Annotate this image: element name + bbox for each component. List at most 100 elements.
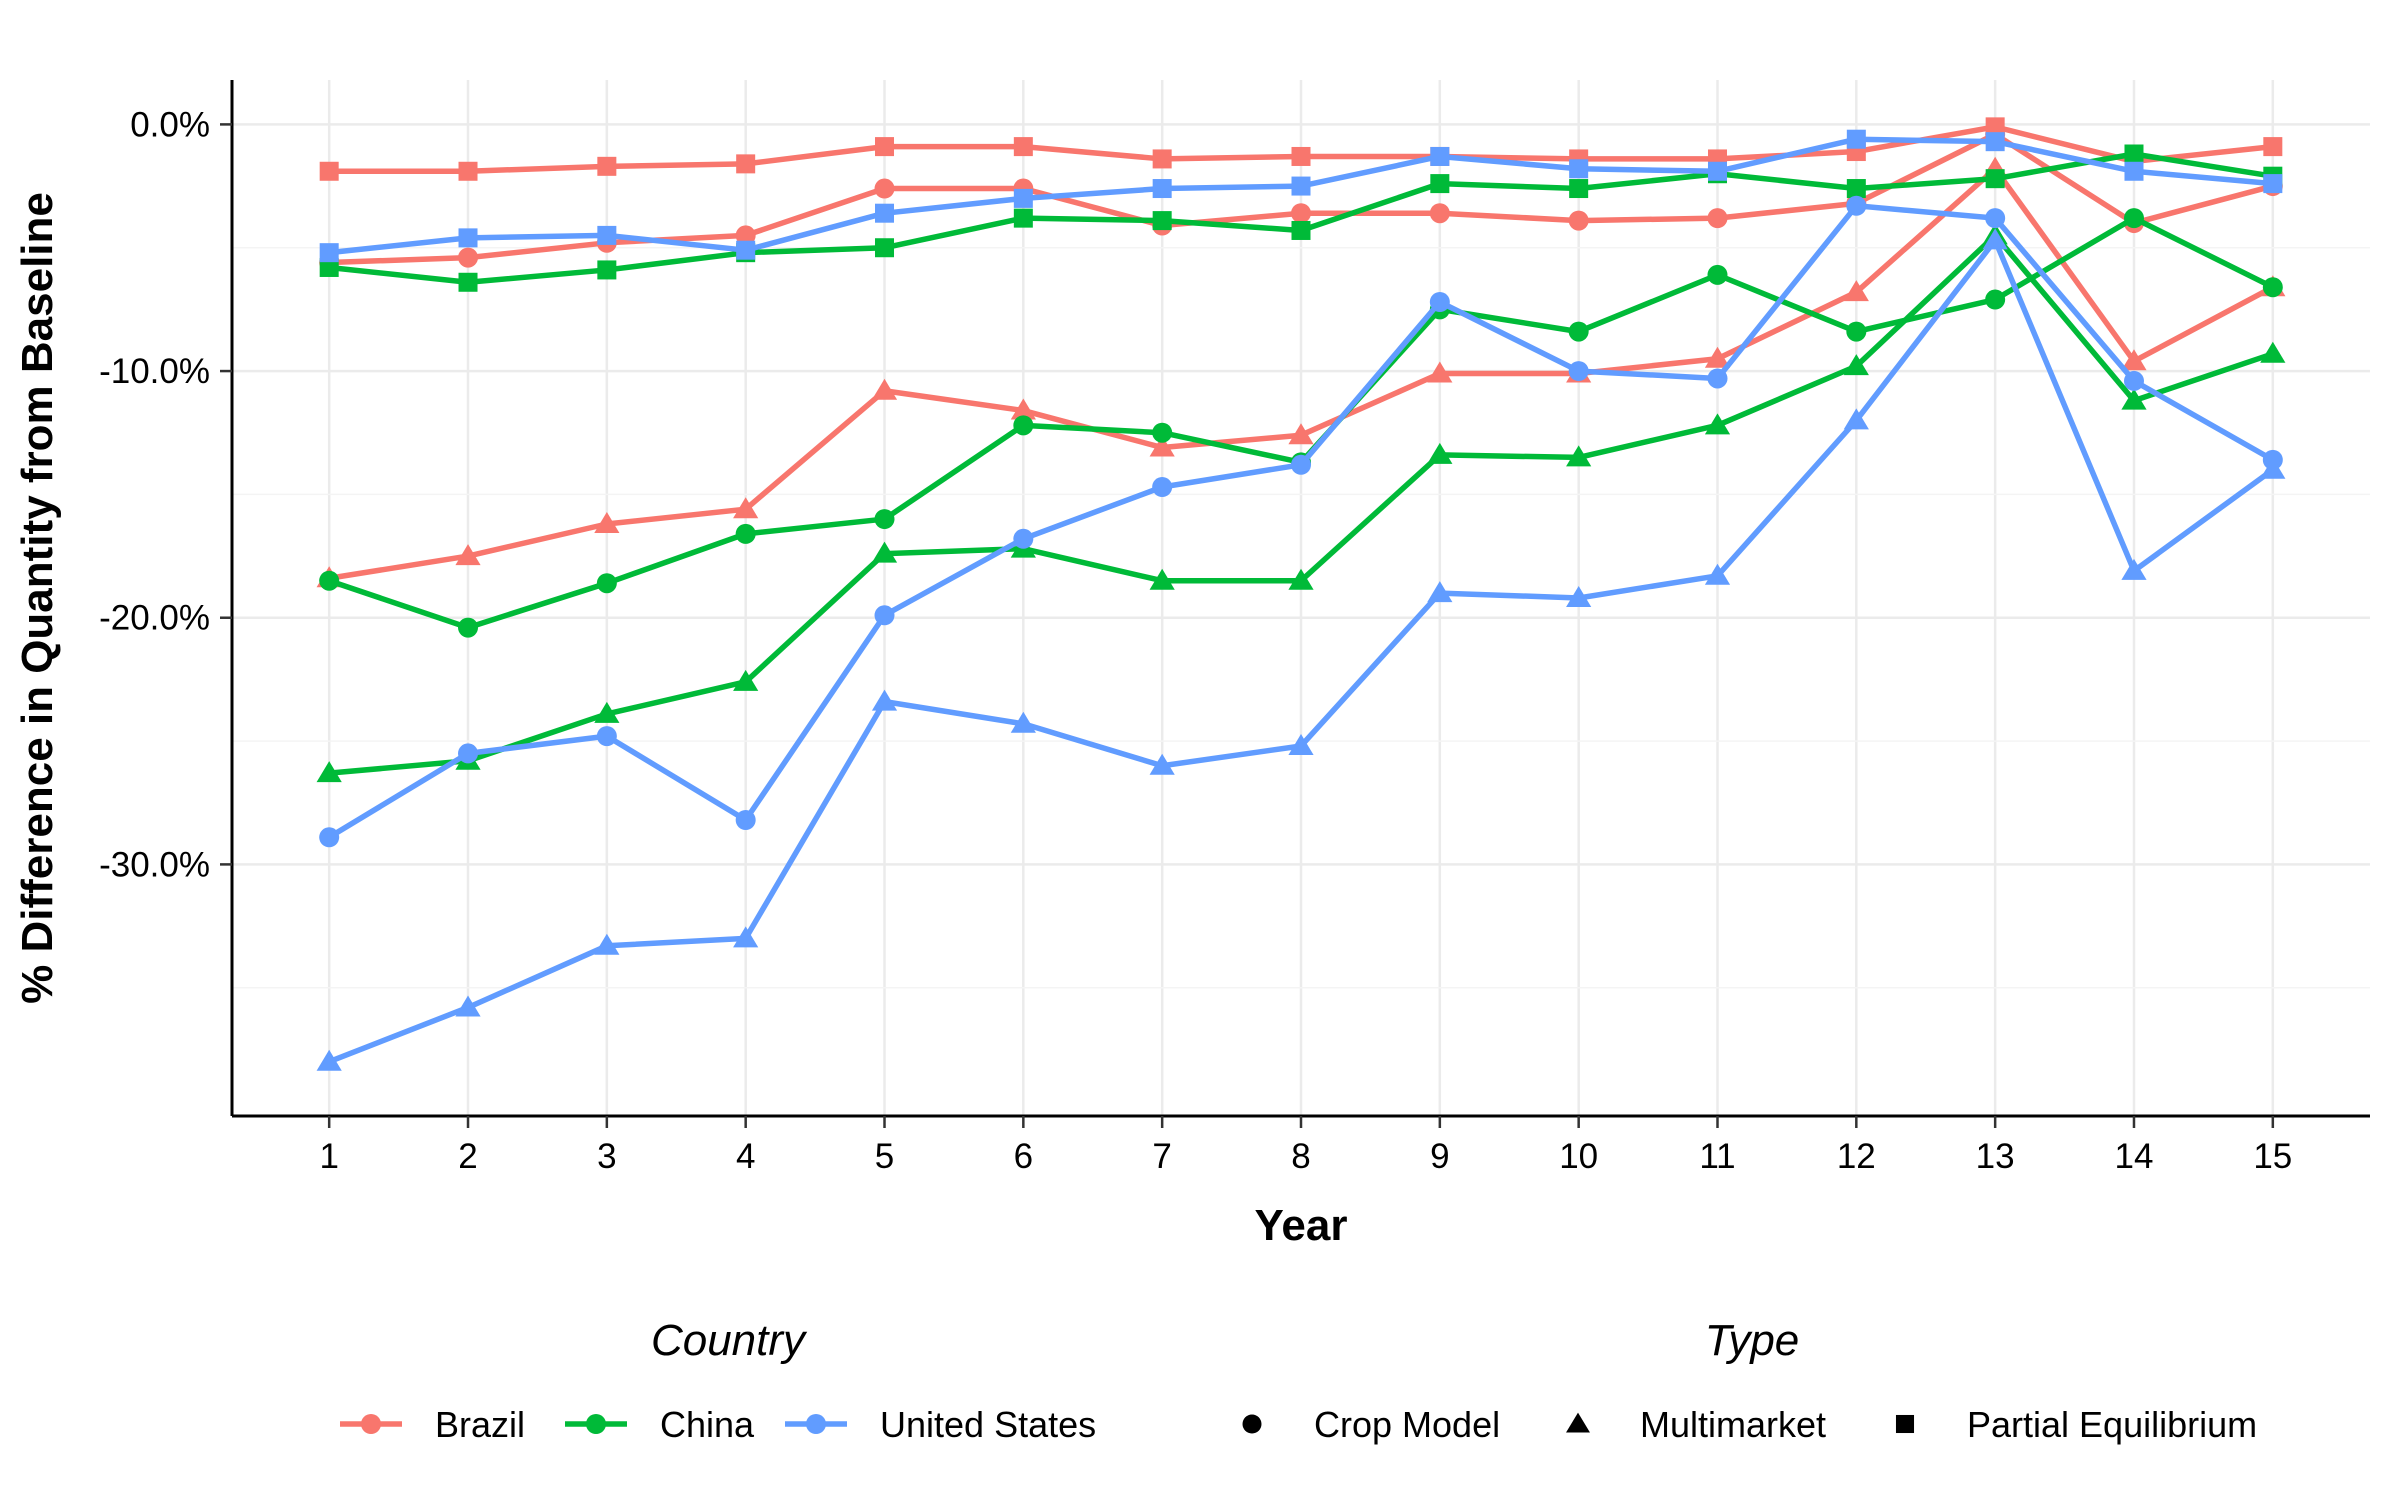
data-point-brazil-partial-equilibrium (1985, 117, 2005, 137)
data-point-china-multimarket (2260, 341, 2286, 363)
data-point-china-crop-model (874, 509, 895, 530)
data-point-united-states-multimarket (1982, 228, 2008, 250)
data-point-china-crop-model (1707, 264, 1728, 285)
x-tick-label: 1 (319, 1137, 338, 1176)
data-point-brazil-partial-equilibrium (458, 161, 478, 181)
data-point-brazil-multimarket (1704, 346, 1731, 368)
data-point-united-states-crop-model (1013, 528, 1034, 549)
legend-swatch-marker (806, 1414, 826, 1434)
data-point-brazil-multimarket (871, 378, 898, 400)
data-point-united-states-multimarket (2260, 457, 2286, 479)
legend-item-china: China (565, 1404, 755, 1445)
x-tick-label: 13 (1976, 1137, 2015, 1176)
data-point-china-multimarket (1704, 413, 1731, 435)
data-point-united-states-partial-equilibrium (1985, 132, 2005, 152)
data-point-united-states-partial-equilibrium (875, 203, 895, 223)
data-point-china-multimarket (1843, 354, 1869, 376)
legend-item-crop-model: Crop Model (1242, 1404, 1500, 1445)
data-point-china-partial-equilibrium (1846, 179, 1866, 199)
data-point-brazil-partial-equilibrium (2263, 137, 2283, 157)
data-point-brazil-partial-equilibrium (1013, 137, 1033, 157)
data-point-united-states-crop-model (874, 605, 895, 626)
x-tick-label: 14 (2115, 1137, 2154, 1176)
legend-swatch-marker (586, 1414, 606, 1434)
data-point-china-crop-model (458, 617, 479, 638)
series-united-states-partial-equilibrium (319, 129, 2283, 263)
data-point-brazil-crop-model (735, 225, 756, 246)
data-point-united-states-partial-equilibrium (1152, 179, 1172, 199)
data-point-united-states-crop-model (2123, 370, 2144, 391)
data-point-united-states-crop-model (1429, 292, 1450, 312)
data-point-brazil-multimarket (733, 497, 759, 519)
x-tick-label: 7 (1152, 1137, 1171, 1176)
legend-label: Crop Model (1314, 1404, 1500, 1445)
data-point-china-multimarket (2121, 388, 2147, 410)
data-point-united-states-multimarket (733, 926, 759, 948)
data-point-brazil-multimarket (1427, 361, 1453, 383)
data-point-china-crop-model (735, 523, 756, 544)
data-point-united-states-multimarket (1704, 563, 1731, 585)
data-point-china-crop-model (596, 573, 617, 594)
data-point-united-states-partial-equilibrium (1707, 161, 1727, 181)
data-point-brazil-multimarket (2121, 349, 2147, 371)
legend-shape-triangle (1566, 1412, 1590, 1433)
data-point-china-partial-equilibrium (1013, 208, 1033, 228)
data-point-china-crop-model (1985, 289, 2006, 310)
legend-shape-circle (1242, 1414, 1262, 1434)
data-point-brazil-multimarket (1149, 435, 1175, 457)
x-tick-label: 8 (1291, 1137, 1310, 1176)
data-point-china-crop-model (1152, 422, 1173, 443)
legend-label: Partial Equilibrium (1967, 1404, 2257, 1445)
legend-shape-square (1895, 1414, 1915, 1434)
data-point-china-multimarket (1566, 445, 1592, 467)
axis-layer: 1 2 3 4 5 6 7 8 9 10 11 12 13 14 150.0%-10.0%-20.0%-30… (99, 80, 2370, 1176)
data-point-united-states-crop-model (596, 726, 617, 747)
data-point-brazil-partial-equilibrium (319, 161, 339, 181)
data-point-brazil-crop-model (1291, 203, 1311, 224)
data-point-united-states-partial-equilibrium (2263, 174, 2283, 194)
data-point-united-states-multimarket (1566, 586, 1592, 607)
x-tick-label: 9 (1430, 1137, 1449, 1176)
data-point-united-states-partial-equilibrium (1569, 159, 1589, 179)
data-point-united-states-partial-equilibrium (1846, 129, 1866, 149)
x-tick-label: 5 (875, 1137, 894, 1176)
data-point-china-multimarket (316, 761, 342, 783)
legend-label: Multimarket (1640, 1404, 1826, 1445)
data-point-united-states-crop-model (319, 827, 340, 848)
data-point-china-multimarket (733, 669, 759, 691)
series-china-partial-equilibrium (319, 144, 2283, 292)
y-tick-label: -10.0% (99, 352, 210, 391)
x-axis-title: Year (1255, 1201, 1348, 1250)
x-tick-label: 4 (736, 1137, 755, 1176)
data-point-united-states-partial-equilibrium (458, 228, 478, 248)
x-tick-label: 6 (1014, 1137, 1033, 1176)
y-tick-label: 0.0% (130, 105, 210, 144)
y-tick-label: -30.0% (99, 845, 210, 884)
data-point-china-multimarket (871, 541, 898, 563)
data-point-united-states-multimarket (1288, 734, 1314, 755)
x-tick-label: 12 (1837, 1137, 1876, 1176)
data-point-united-states-crop-model (1985, 208, 2006, 229)
data-point-china-partial-equilibrium (1152, 211, 1172, 231)
data-point-united-states-multimarket (1843, 408, 1869, 430)
data-point-china-crop-model (2262, 277, 2283, 298)
data-point-china-partial-equilibrium (875, 238, 895, 258)
legend-label: China (660, 1404, 755, 1445)
data-point-united-states-partial-equilibrium (1291, 176, 1311, 196)
data-point-united-states-partial-equilibrium (2124, 161, 2144, 181)
data-point-china-multimarket (1427, 442, 1453, 464)
data-point-united-states-partial-equilibrium (319, 243, 339, 263)
x-tick-label: 10 (1559, 1137, 1598, 1176)
data-point-united-states-multimarket (455, 995, 481, 1017)
data-point-united-states-crop-model (1152, 477, 1173, 497)
data-point-united-states-partial-equilibrium (736, 240, 756, 260)
data-point-brazil-multimarket (1288, 423, 1314, 445)
data-point-china-partial-equilibrium (458, 272, 478, 292)
data-point-united-states-crop-model (1707, 368, 1728, 389)
data-point-brazil-partial-equilibrium (1152, 149, 1172, 169)
y-axis-title: % Difference in Quantity from Baseline (13, 192, 62, 1004)
data-point-china-partial-equilibrium (1430, 174, 1450, 194)
data-point-united-states-multimarket (1149, 753, 1175, 775)
